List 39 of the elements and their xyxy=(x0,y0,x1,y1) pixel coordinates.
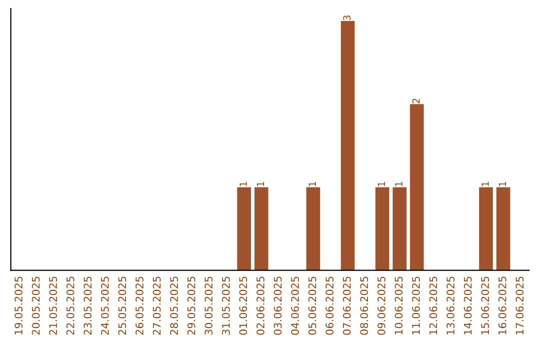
x-tick-label: 27.05.2025 xyxy=(152,276,161,335)
x-tick-label: 28.05.2025 xyxy=(170,276,178,335)
x-tick-label: 08.06.2025 xyxy=(360,276,368,335)
x-tick-label: 29.05.2025 xyxy=(187,276,196,335)
x-tick-label: 25.05.2025 xyxy=(118,276,126,335)
x-tick-label: 20.05.2025 xyxy=(32,276,40,335)
x-tick-label: 04.06.2025 xyxy=(291,276,299,335)
data-label: 1 xyxy=(308,182,316,186)
x-tick-label: 30.05.2025 xyxy=(204,276,213,335)
x-tick-label: 03.06.2025 xyxy=(274,276,282,335)
x-tick-label: 07.06.2025 xyxy=(342,276,351,335)
x-tick-label: 09.06.2025 xyxy=(377,276,386,335)
x-tick-label: 11.06.2025 xyxy=(412,276,420,334)
x-tick-label: 23.05.2025 xyxy=(84,276,92,335)
x-tick-label: 01.06.2025 xyxy=(239,276,248,335)
x-tick-label: 21.05.2025 xyxy=(49,276,58,335)
data-label: 2 xyxy=(412,98,420,104)
x-tick-label: 31.05.2025 xyxy=(222,276,230,335)
data-label: 1 xyxy=(395,182,402,186)
x-tick-label: 19.05.2025 xyxy=(14,276,22,334)
x-tick-label: 13.06.2025 xyxy=(446,276,454,334)
data-label: 1 xyxy=(482,182,489,186)
x-tick-label: 12.06.2025 xyxy=(429,276,438,334)
x-tick-label: 17.06.2025 xyxy=(516,276,524,334)
data-label: 3 xyxy=(343,16,351,20)
x-tick-label: 06.06.2025 xyxy=(326,276,334,335)
x-tick-label: 05.06.2025 xyxy=(308,276,316,335)
x-tick-label: 16.06.2025 xyxy=(498,276,506,334)
x-tick-label: 15.06.2025 xyxy=(481,276,490,334)
data-label: 1 xyxy=(498,182,506,186)
data-label: 1 xyxy=(256,182,264,186)
x-tick-label: 22.05.2025 xyxy=(66,276,74,335)
x-tick-label: 26.05.2025 xyxy=(136,276,144,335)
x-tick-label: 02.06.2025 xyxy=(256,276,264,335)
data-label: 1 xyxy=(240,182,247,186)
x-tick-label: 10.06.2025 xyxy=(394,276,403,334)
data-label: 1 xyxy=(378,182,386,186)
x-tick-label: 24.05.2025 xyxy=(100,276,109,335)
x-tick-label: 14.06.2025 xyxy=(464,276,472,334)
